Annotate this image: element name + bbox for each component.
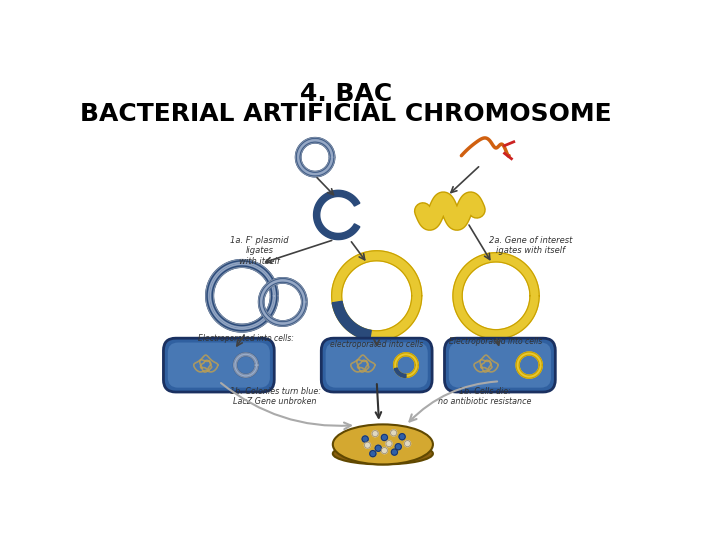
- Circle shape: [362, 436, 368, 442]
- Polygon shape: [209, 262, 276, 329]
- Circle shape: [392, 449, 397, 455]
- Polygon shape: [258, 278, 307, 326]
- Text: BACTERIAL ARTIFICIAL CHROMOSOME: BACTERIAL ARTIFICIAL CHROMOSOME: [80, 102, 612, 126]
- FancyBboxPatch shape: [163, 338, 274, 392]
- Polygon shape: [332, 301, 372, 340]
- Polygon shape: [395, 368, 406, 377]
- FancyBboxPatch shape: [444, 338, 555, 392]
- Ellipse shape: [333, 424, 433, 464]
- Circle shape: [405, 441, 410, 447]
- Polygon shape: [332, 251, 422, 341]
- Text: Electroporated into cells: Electroporated into cells: [449, 338, 543, 346]
- Polygon shape: [233, 353, 258, 377]
- Polygon shape: [261, 280, 305, 325]
- Polygon shape: [394, 353, 418, 377]
- Polygon shape: [297, 139, 333, 175]
- Polygon shape: [235, 354, 257, 376]
- Text: 4. BAC: 4. BAC: [300, 82, 392, 106]
- Text: 1b. Cells die:
no antibiotic resistance: 1b. Cells die: no antibiotic resistance: [438, 387, 531, 406]
- Circle shape: [382, 448, 387, 454]
- Circle shape: [382, 434, 387, 441]
- FancyBboxPatch shape: [321, 338, 432, 392]
- Polygon shape: [516, 352, 542, 378]
- Text: 1a. F' plasmid
ligates
with itself: 1a. F' plasmid ligates with itself: [230, 236, 289, 266]
- Circle shape: [395, 444, 401, 450]
- Circle shape: [372, 430, 378, 437]
- Polygon shape: [314, 190, 360, 240]
- FancyBboxPatch shape: [168, 342, 270, 388]
- Polygon shape: [295, 138, 335, 177]
- FancyBboxPatch shape: [325, 342, 428, 388]
- Ellipse shape: [333, 443, 433, 464]
- Polygon shape: [453, 253, 539, 339]
- Circle shape: [364, 442, 371, 448]
- Circle shape: [370, 450, 376, 457]
- Circle shape: [399, 434, 405, 440]
- Circle shape: [386, 441, 392, 447]
- Text: Electroporated into cells:: Electroporated into cells:: [198, 334, 294, 343]
- Polygon shape: [206, 260, 278, 332]
- FancyBboxPatch shape: [449, 342, 551, 388]
- Text: 2a. Gene of interest
igates with itself: 2a. Gene of interest igates with itself: [489, 236, 572, 255]
- Circle shape: [375, 445, 382, 451]
- Text: 1b. Colonies turn blue:
LacZ Gene unbroken: 1b. Colonies turn blue: LacZ Gene unbrok…: [230, 387, 320, 406]
- Text: electroporated into cells: electroporated into cells: [330, 340, 423, 349]
- Circle shape: [390, 430, 397, 436]
